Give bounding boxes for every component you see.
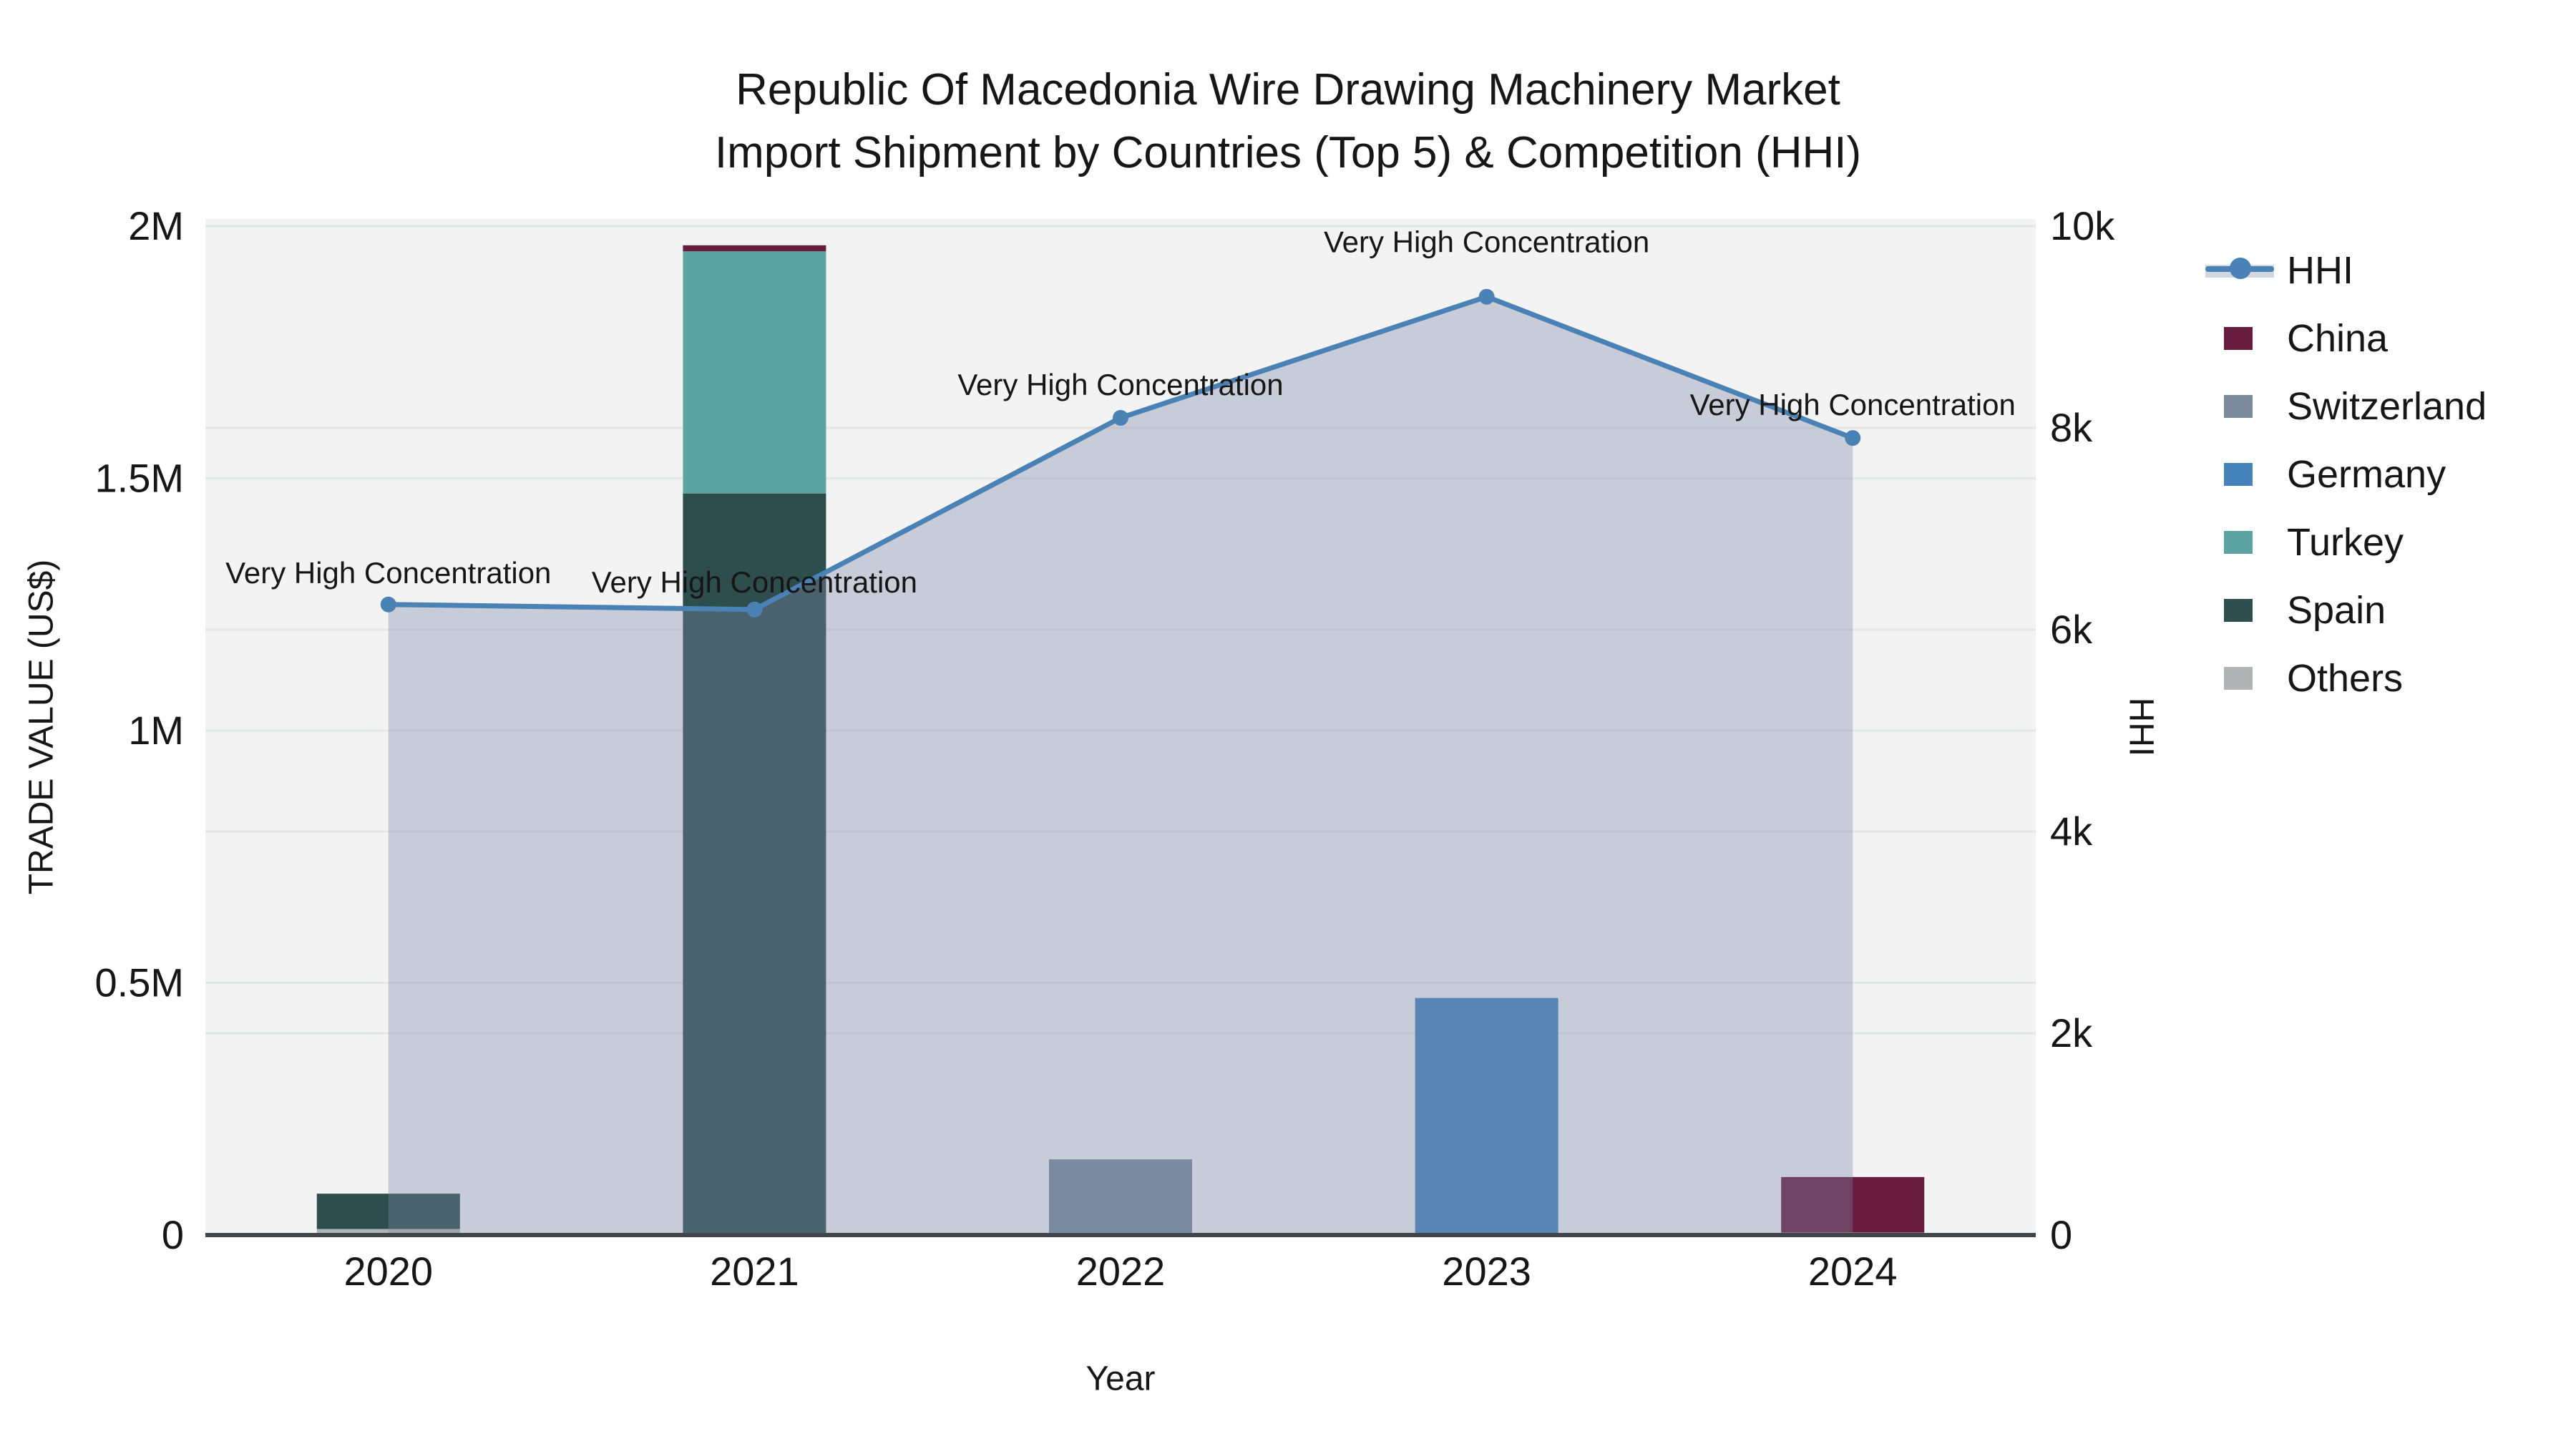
legend-swatch-icon — [2205, 521, 2277, 564]
bar-segment-spain-2020[interactable] — [316, 1194, 460, 1229]
chart-title-line2: Import Shipment by Countries (Top 5) & C… — [714, 128, 1862, 177]
legend-swatch-icon — [2205, 589, 2277, 632]
hhi-area-fill — [388, 296, 1853, 1236]
legend-label: China — [2287, 316, 2389, 360]
legend-label: Germany — [2287, 452, 2446, 496]
legend-item-turkey[interactable]: Turkey — [2205, 508, 2487, 576]
legend: HHI China Switzerland Germany Turkey Spain Oth… — [2205, 236, 2487, 712]
legend-swatch-icon — [2205, 385, 2277, 428]
legend-label: Others — [2287, 656, 2404, 700]
legend-item-china[interactable]: China — [2205, 304, 2487, 372]
chart-title-line1: Republic Of Macedonia Wire Drawing Machi… — [736, 65, 1840, 114]
legend-item-hhi[interactable]: HHI — [2205, 236, 2487, 304]
y-axis-title-right: HHI — [2122, 697, 2160, 757]
bar-segment-china-2024[interactable] — [1781, 1176, 1925, 1233]
x-tick-2021: 2021 — [710, 1249, 799, 1294]
y-left-tick-1.5M: 1.5M — [95, 456, 185, 501]
bar-segment-turkey-2021[interactable] — [683, 251, 826, 494]
legend-hhi-line-icon — [2205, 249, 2277, 292]
x-tick-2023: 2023 — [1442, 1249, 1531, 1294]
bar-segment-switzerland-2022[interactable] — [1049, 1159, 1192, 1233]
x-axis-title: Year — [1085, 1360, 1156, 1398]
legend-item-germany[interactable]: Germany — [2205, 440, 2487, 508]
y-axis-title-left: TRADE VALUE (US$) — [22, 559, 61, 895]
x-tick-2024: 2024 — [1808, 1249, 1898, 1294]
legend-swatch-icon — [2205, 317, 2277, 360]
y-right-tick-0: 0 — [2050, 1212, 2072, 1257]
bar-segment-others-2020[interactable] — [316, 1229, 460, 1235]
legend-label: Spain — [2287, 588, 2386, 632]
bar-segment-china-2021[interactable] — [683, 245, 826, 252]
legend-item-others[interactable]: Others — [2205, 644, 2487, 712]
legend-label: Turkey — [2287, 520, 2404, 564]
y-left-tick-0.5M: 0.5M — [95, 960, 185, 1005]
x-tick-2022: 2022 — [1076, 1249, 1166, 1294]
annotation-2021: Very High Concentration — [592, 565, 917, 599]
annotation-2024: Very High Concentration — [1690, 388, 2016, 421]
x-tick-2020: 2020 — [344, 1249, 434, 1294]
legend-item-spain[interactable]: Spain — [2205, 576, 2487, 644]
y-right-tick-8k: 8k — [2050, 405, 2093, 450]
y-right-tick-4k: 4k — [2050, 809, 2093, 854]
hhi-marker-2021[interactable] — [746, 601, 763, 618]
y-right-tick-10k: 10k — [2050, 203, 2115, 248]
annotation-2022: Very High Concentration — [957, 368, 1283, 401]
bar-segment-germany-2023[interactable] — [1415, 997, 1558, 1235]
y-left-tick-2M: 2M — [128, 203, 184, 248]
chart-title: Republic Of Macedonia Wire Drawing Machi… — [0, 59, 2576, 185]
annotation-2023: Very High Concentration — [1324, 225, 1649, 259]
y-right-tick-2k: 2k — [2050, 1010, 2093, 1055]
legend-label: HHI — [2287, 248, 2353, 292]
y-left-tick-0: 0 — [162, 1212, 184, 1257]
legend-item-switzerland[interactable]: Switzerland — [2205, 372, 2487, 440]
annotation-2020: Very High Concentration — [225, 556, 551, 590]
legend-swatch-icon — [2205, 657, 2277, 700]
hhi-marker-2024[interactable] — [1845, 430, 1861, 447]
hhi-marker-2020[interactable] — [380, 596, 396, 613]
hhi-marker-2023[interactable] — [1478, 288, 1495, 305]
legend-swatch-icon — [2205, 453, 2277, 496]
hhi-marker-2022[interactable] — [1113, 409, 1128, 426]
y-right-tick-6k: 6k — [2050, 607, 2093, 652]
legend-label: Switzerland — [2287, 384, 2487, 428]
y-left-tick-1M: 1M — [128, 708, 184, 753]
